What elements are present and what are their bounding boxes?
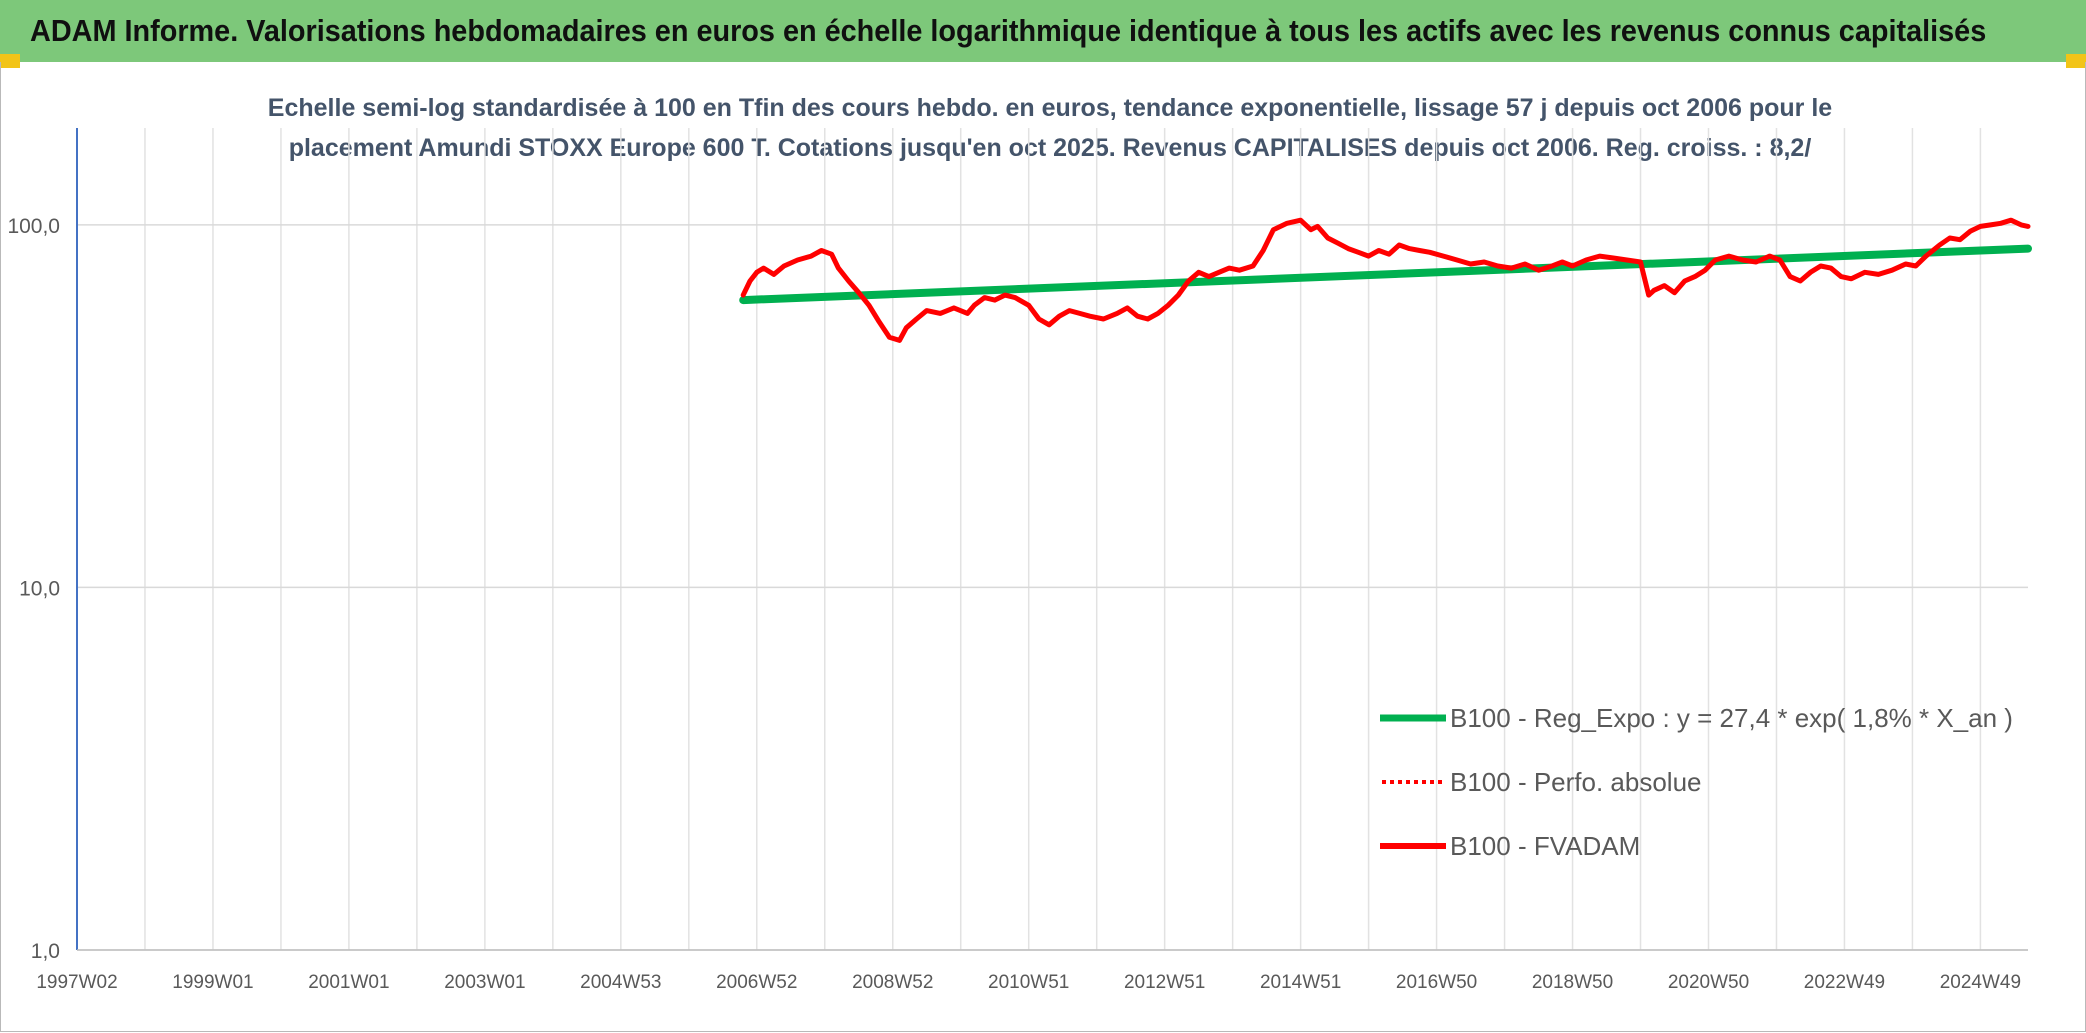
x-tick-label: 2024W49	[1940, 972, 2021, 993]
chart-title-line-1: Echelle semi-log standardisée à 100 en T…	[267, 94, 1833, 122]
x-tick-label: 2003W01	[444, 972, 525, 993]
y-tick-label: 100,0	[7, 215, 60, 238]
x-tick-label: 2016W50	[1396, 972, 1477, 993]
x-tick-label: 2018W50	[1532, 972, 1613, 993]
series-lines	[739, 217, 2032, 343]
corner-accent-right	[2066, 54, 2086, 68]
legend-swatch-absolute-perf	[1382, 780, 1446, 784]
legend-label-absolute-perf: B100 - Perfo. absolue	[1450, 766, 1702, 797]
grid-lines	[76, 128, 2028, 951]
chart-title-line-2: placement Amundi STOXX Europe 600 T. Cot…	[288, 134, 1812, 162]
x-tick-label: 2014W51	[1260, 972, 1341, 993]
series-line-regression	[739, 244, 2032, 305]
legend-label-fvadam: B100 - FVADAM	[1450, 830, 1641, 861]
series-line-fvadam	[740, 217, 2031, 343]
corner-accent-left	[0, 54, 20, 68]
axes	[76, 128, 2028, 951]
legend-label-regression: B100 - Reg_Expo : y = 27,4 * exp( 1,8% *…	[1450, 702, 2013, 733]
y-tick-label: 1,0	[31, 940, 60, 963]
legend-item-regression: B100 - Reg_Expo : y = 27,4 * exp( 1,8% *…	[1380, 686, 2013, 750]
legend-item-absolute-perf: B100 - Perfo. absolue	[1380, 750, 2013, 814]
x-tick-label: 2008W52	[852, 972, 933, 993]
x-tick-label: 1999W01	[172, 972, 253, 993]
x-tick-label: 1997W02	[36, 972, 117, 993]
legend-swatch-fvadam	[1380, 843, 1446, 849]
x-tick-label: 2012W51	[1124, 972, 1205, 993]
tick-labels: 1,0 10,0 100,0 1997W02 1999W01 2001W01 2003W01…	[7, 215, 2021, 993]
x-tick-label: 2001W01	[308, 972, 389, 993]
x-tick-label: 2020W50	[1668, 972, 1749, 993]
x-tick-label: 2010W51	[988, 972, 1069, 993]
legend-item-fvadam: B100 - FVADAM	[1380, 814, 2013, 878]
x-tick-label: 2022W49	[1804, 972, 1885, 993]
x-tick-label: 2004W53	[580, 972, 661, 993]
legend-swatch-regression	[1380, 714, 1446, 722]
chart-legend: B100 - Reg_Expo : y = 27,4 * exp( 1,8% *…	[1380, 686, 2013, 878]
report-banner-title: ADAM Informe. Valorisations hebdomadaire…	[30, 13, 1987, 48]
report-banner: ADAM Informe. Valorisations hebdomadaire…	[0, 0, 2086, 62]
x-tick-label: 2006W52	[716, 972, 797, 993]
y-tick-label: 10,0	[19, 577, 60, 600]
